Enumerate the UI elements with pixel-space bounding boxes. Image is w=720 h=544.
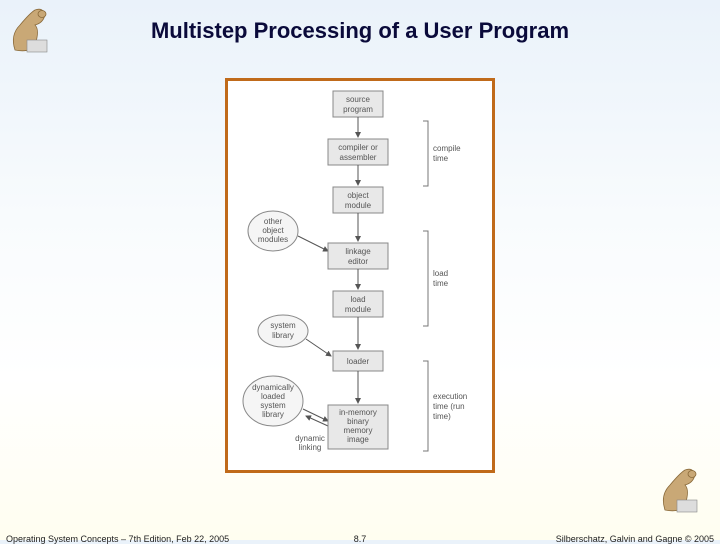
bubble-dynlib-l4: library: [262, 410, 284, 419]
bubble-syslib-l2: library: [272, 331, 294, 340]
node-objmod-l2: module: [345, 201, 372, 210]
node-source-l2: program: [343, 105, 373, 114]
node-objmod-l1: object: [347, 191, 369, 200]
bubble-syslib-l1: system: [270, 321, 296, 330]
node-source-l1: source: [346, 95, 371, 104]
flowchart: source program compiler or assembler obj…: [228, 81, 492, 470]
node-linkage-l1: linkage: [345, 247, 371, 256]
phase-exec-l3: time): [433, 412, 451, 421]
node-loadmod-l2: module: [345, 305, 372, 314]
node-loadmod-l1: load: [350, 295, 365, 304]
bracket-load: [423, 231, 428, 326]
phase-load-l2: time: [433, 279, 449, 288]
diagram-frame: source program compiler or assembler obj…: [225, 78, 495, 473]
bubble-other-obj-l3: modules: [258, 235, 288, 244]
dynlink-l2: linking: [299, 443, 322, 452]
dynlink-l1: dynamic: [295, 434, 325, 443]
node-memimg-l4: image: [347, 435, 369, 444]
phase-compile-l1: compile: [433, 144, 461, 153]
phase-exec-l2: time (run: [433, 402, 465, 411]
bubble-dynlib-l2: loaded: [261, 392, 285, 401]
node-loader-l1: loader: [347, 357, 370, 366]
node-memimg-l2: binary: [347, 417, 369, 426]
logo-bottom-right: [655, 465, 715, 515]
bracket-compile: [423, 121, 428, 186]
phase-compile-l2: time: [433, 154, 449, 163]
phase-load-l1: load: [433, 269, 448, 278]
node-compiler-l1: compiler or: [338, 143, 378, 152]
node-linkage-l2: editor: [348, 257, 368, 266]
bubble-dynlib-l3: system: [260, 401, 286, 410]
bubble-other-obj-l2: object: [262, 226, 284, 235]
phase-exec-l1: execution: [433, 392, 467, 401]
bracket-exec: [423, 361, 428, 451]
node-compiler-l2: assembler: [340, 153, 377, 162]
node-memimg-l3: memory: [344, 426, 373, 435]
footer-right: Silberschatz, Galvin and Gagne © 2005: [556, 534, 714, 544]
bubble-other-obj-l1: other: [264, 217, 283, 226]
node-memimg-l1: in-memory: [339, 408, 377, 417]
bubble-dynlib-l1: dynamically: [252, 383, 294, 392]
page-title: Multistep Processing of a User Program: [0, 18, 720, 44]
